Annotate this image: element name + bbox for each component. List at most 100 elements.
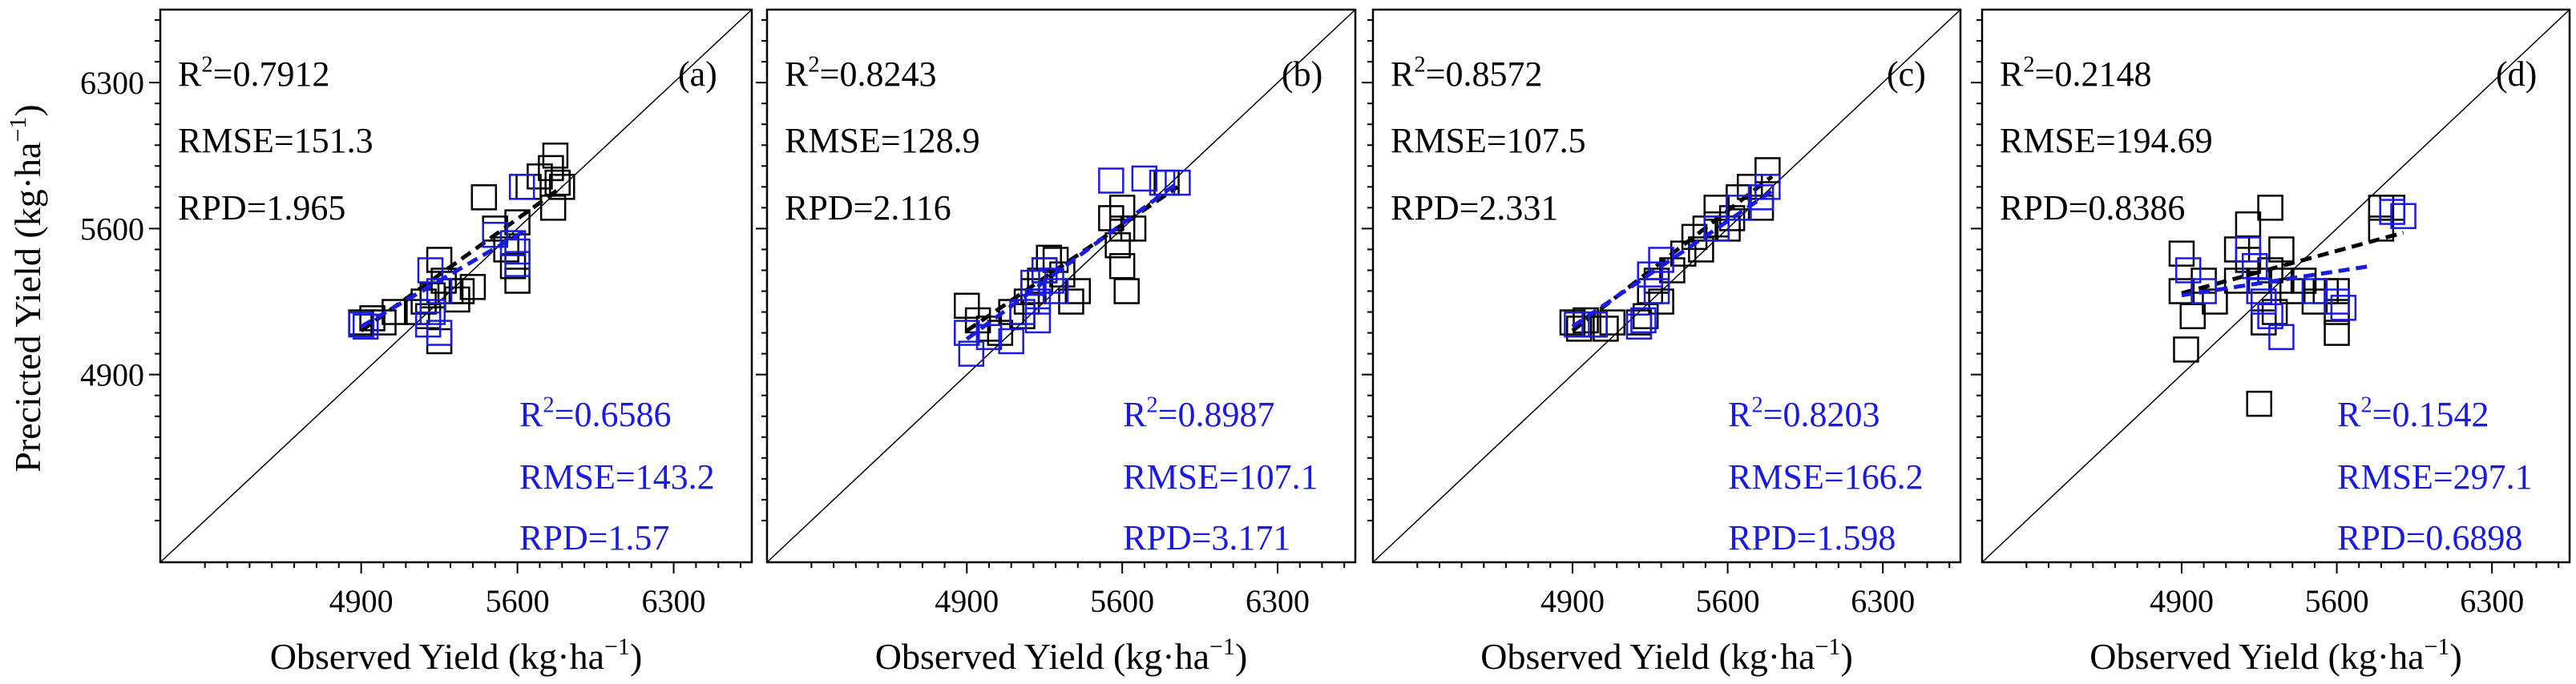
calibration-point (549, 174, 575, 200)
validation-r2: R2=0.6586 (519, 392, 671, 434)
panel-c: 4900 5600 6300 Observed Yield (kg·ha−1) (c) R… (1362, 8, 1962, 677)
calibration-point (1113, 278, 1140, 304)
validation-point (2251, 288, 2277, 315)
x-axis-label: Observed Yield (kg·ha−1) (2089, 634, 2462, 677)
y-tick-label: 6300 (80, 65, 144, 101)
calibration-rpd: RPD=2.116 (785, 188, 951, 227)
calibration-r2-sup: 2 (808, 52, 819, 77)
calibration-r2: R2=0.8243 (785, 52, 936, 94)
calibration-r2: R2=0.8572 (1391, 52, 1542, 94)
validation-r2-value: =0.8987 (1158, 395, 1275, 434)
calibration-r2-prefix: R (1391, 54, 1415, 94)
validation-point (508, 174, 535, 200)
x-axis-label: Observed Yield (kg·ha−1) (1480, 634, 1853, 677)
x-axis-label-tail: ) (1840, 636, 1852, 677)
panel-a: 4900 5600 6300 4900 5600 6300 Observed Yield (… (80, 8, 753, 677)
validation-rmse: RMSE=166.2 (1728, 457, 1924, 497)
calibration-point (2257, 195, 2283, 221)
calibration-rmse: RMSE=151.3 (178, 121, 373, 160)
validation-r2: R2=0.8203 (1728, 392, 1880, 434)
calibration-rmse: RMSE=194.69 (2000, 121, 2213, 160)
x-tick-label: 6300 (642, 583, 706, 619)
validation-r2-prefix: R (1123, 395, 1147, 434)
validation-r2: R2=0.1542 (2337, 392, 2489, 434)
validation-fit-line (1571, 189, 1774, 328)
validation-point (1038, 268, 1064, 294)
validation-point (2190, 278, 2217, 304)
validation-fit-line (360, 227, 530, 328)
calibration-point (1565, 316, 1593, 342)
calibration-point (542, 143, 569, 169)
calibration-fit-line (360, 185, 563, 333)
calibration-point (1648, 288, 1674, 315)
calibration-r2-prefix: R (2000, 54, 2024, 94)
x-tick-label: 4900 (1540, 583, 1605, 619)
calibration-point (1058, 288, 1084, 315)
x-axis-label-main: Observed Yield (kg·ha (2089, 636, 2424, 677)
validation-rmse: RMSE=297.1 (2337, 457, 2533, 497)
panel-label: (a) (678, 54, 717, 94)
validation-point (1564, 311, 1590, 338)
validation-point (504, 238, 531, 265)
x-axis-label-sup: −1 (1209, 634, 1235, 660)
calibration-r2: R2=0.7912 (178, 52, 329, 94)
plot-frame (1980, 8, 2571, 564)
validation-r2-value: =0.1542 (2372, 395, 2489, 434)
validation-point (1131, 165, 1158, 192)
calibration-r2-value: =0.8243 (820, 54, 937, 94)
validation-point (2390, 203, 2417, 230)
x-axis-label-tail: ) (2449, 636, 2461, 677)
panel-label: (c) (1887, 54, 1926, 94)
x-axis-label-tail: ) (630, 636, 642, 677)
validation-fit-line (965, 181, 1179, 341)
calibration-point (1599, 309, 1625, 336)
calibration-point (1104, 231, 1131, 259)
x-tick-label: 4900 (935, 583, 999, 619)
validation-point (1149, 169, 1176, 196)
calibration-r2-prefix: R (785, 54, 809, 94)
y-tick-label: 5600 (80, 211, 144, 247)
calibration-point (470, 184, 498, 211)
validation-r2-prefix: R (1728, 395, 1752, 434)
validation-point (352, 313, 379, 340)
validation-point (998, 328, 1024, 355)
plot-frame (159, 8, 753, 564)
calibration-r2-value: =0.8572 (1426, 54, 1543, 94)
calibration-rmse: RMSE=107.5 (1391, 121, 1586, 160)
x-tick-label: 6300 (1851, 583, 1915, 619)
validation-point (1098, 167, 1124, 194)
x-axis-label-tail: ) (1235, 636, 1247, 677)
validation-point (2330, 295, 2357, 321)
panel-b: 4900 5600 6300 Observed Yield (kg·ha−1) (b) R… (756, 8, 1357, 677)
x-tick-label: 4900 (329, 583, 394, 619)
validation-point (1703, 215, 1730, 242)
calibration-point (2246, 390, 2273, 417)
validation-point (1009, 299, 1036, 325)
x-tick-label: 5600 (2305, 583, 2369, 619)
validation-r2: R2=0.8987 (1123, 392, 1274, 434)
calibration-point (459, 274, 487, 300)
x-axis-label-sup: −1 (1815, 634, 1841, 660)
validation-point (482, 221, 508, 248)
validation-point (958, 340, 985, 367)
validation-point (2235, 236, 2262, 263)
validation-r2-sup: 2 (1146, 392, 1157, 417)
validation-rpd: RPD=3.171 (1123, 518, 1290, 557)
validation-r2-prefix: R (519, 395, 543, 434)
calibration-fit-line (2181, 231, 2404, 296)
calibration-point (539, 195, 567, 221)
calibration-point (499, 253, 527, 280)
calibration-point (1064, 278, 1092, 304)
calibration-point (2179, 303, 2207, 330)
calibration-point (2168, 240, 2195, 267)
plot-frame (1371, 8, 1962, 564)
x-axis-label-main: Observed Yield (kg·ha (1480, 636, 1815, 677)
x-axis-label-sup: −1 (604, 634, 630, 660)
panels: 4900 5600 6300 4900 5600 6300 Observed Yield (… (80, 8, 2571, 677)
validation-point (1625, 313, 1653, 340)
y-axis-label-main: Precicted Yield (kg·ha (7, 143, 48, 473)
validation-point (1042, 278, 1069, 304)
validation-point (1747, 184, 1775, 211)
y-axis-label-tail: ) (7, 104, 48, 116)
validation-rpd: RPD=1.598 (1728, 518, 1896, 557)
